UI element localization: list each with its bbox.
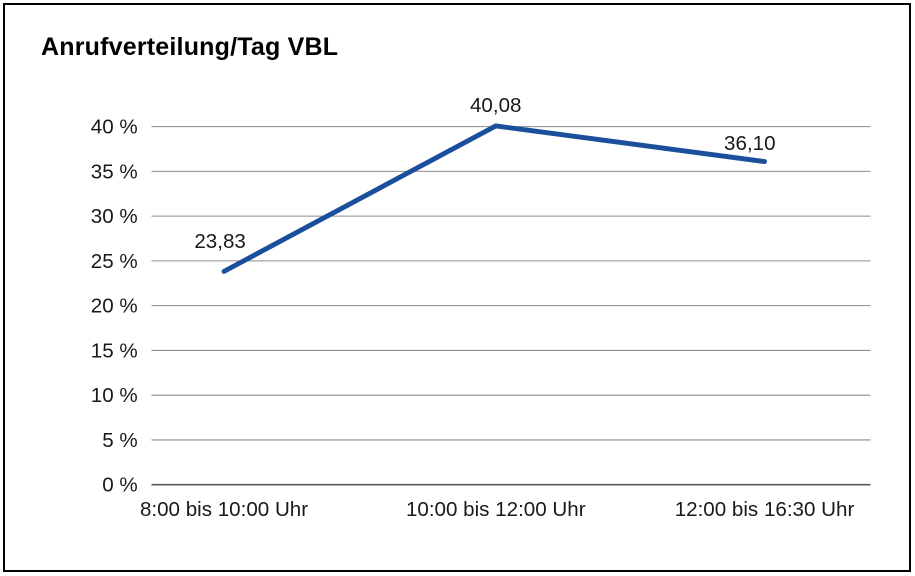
x-axis-label: 8:00 bis 10:00 Uhr (140, 498, 308, 521)
chart-title: Anrufverteilung/Tag VBL (41, 33, 339, 61)
y-tick-label: 35 % (91, 160, 138, 183)
chart-frame: Anrufverteilung/Tag VBL 0 % 5 % 10 % 15 % 20… (3, 3, 911, 572)
x-axis-label: 10:00 bis 12:00 Uhr (406, 498, 586, 521)
y-tick-label: 25 % (91, 250, 138, 273)
y-tick-label: 5 % (102, 429, 137, 452)
x-axis-label: 12:00 bis 16:30 Uhr (675, 498, 855, 521)
y-tick-label: 0 % (102, 474, 137, 497)
data-label: 40,08 (470, 94, 521, 117)
data-label: 36,10 (724, 132, 776, 155)
y-tick-label: 20 % (91, 295, 138, 318)
line-chart-canvas: 0 % 5 % 10 % 15 % 20 % 25 % 30 % 35 % 40 % 8:00 b… (91, 94, 871, 521)
y-tick-label: 15 % (91, 339, 138, 362)
y-tick-label: 10 % (91, 384, 138, 407)
y-tick-label: 30 % (91, 205, 138, 228)
data-line (221, 123, 767, 274)
y-tick-label: 40 % (91, 115, 138, 138)
data-label: 23,83 (194, 230, 246, 253)
